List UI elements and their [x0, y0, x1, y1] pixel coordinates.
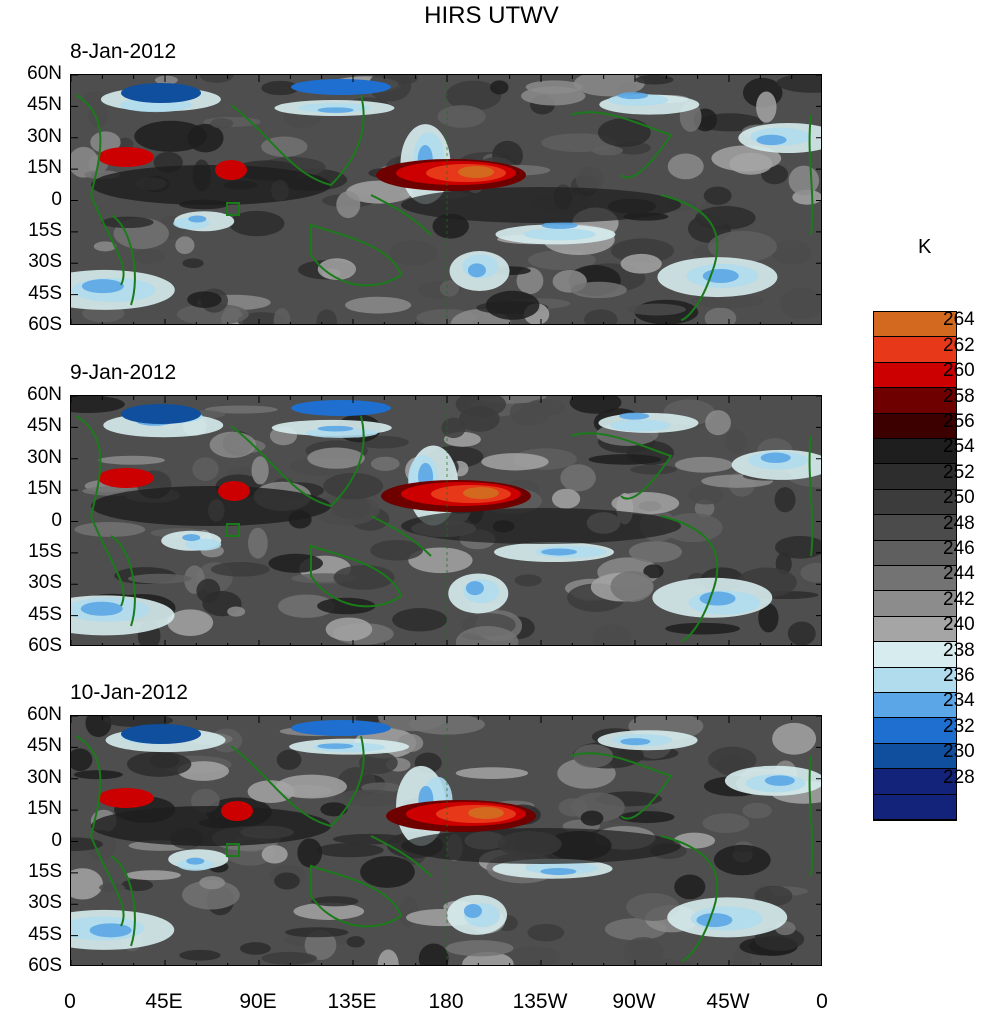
colorbar-level-label: 264: [943, 309, 975, 331]
lat-label: 15S: [28, 540, 62, 562]
colorbar-level-label: 262: [943, 334, 975, 356]
colorbar-level-label: 230: [943, 741, 975, 763]
lon-label: 135E: [327, 990, 377, 1013]
panel-1-date: 8-Jan-2012: [70, 40, 177, 63]
lat-label: 45N: [27, 415, 62, 437]
colorbar-level-label: 246: [943, 538, 975, 559]
lat-label: 60N: [27, 63, 62, 84]
colorbar-swatch: [874, 540, 956, 566]
colorbar-level-label: 228: [943, 766, 975, 788]
lat-label: 30S: [28, 892, 62, 914]
colorbar-level-label: 244: [943, 563, 975, 585]
lat-label: 45S: [28, 282, 62, 304]
lat-label: 30N: [27, 766, 62, 788]
map-field-3-svg: [71, 716, 821, 965]
colorbar-level-label: 250: [943, 487, 975, 509]
colorbar-swatch: [874, 667, 956, 693]
colorbar-swatch: [874, 794, 956, 820]
colorbar-level-label: 240: [943, 614, 975, 636]
panel-3-date: 10-Jan-2012: [70, 681, 188, 704]
lat-label: 60S: [28, 314, 62, 335]
lat-label: 60S: [28, 635, 62, 656]
colorbar-level-label: 248: [943, 512, 975, 534]
lon-label: 45E: [145, 990, 183, 1013]
colorbar-swatch: [874, 591, 956, 617]
colorbar-level-label: 242: [943, 588, 975, 610]
lat-label: 60S: [28, 955, 62, 976]
colorbar-swatch: [874, 718, 956, 744]
lat-label: 45S: [28, 603, 62, 625]
lon-label: 135W: [512, 990, 568, 1013]
colorbar-swatch: [874, 616, 956, 643]
colorbar-level-label: 256: [943, 411, 975, 432]
map-panel-3: [70, 715, 822, 966]
colorbar-level-label: 234: [943, 690, 975, 712]
colorbar-level-label: 232: [943, 715, 975, 737]
colorbar-swatch: [874, 489, 956, 516]
lat-label: 45N: [27, 735, 62, 757]
lat-label: 60N: [27, 704, 62, 725]
colorbar-level-label: 238: [943, 639, 975, 661]
colorbar-level-label: 254: [943, 436, 975, 458]
colorbar-unit: K: [918, 236, 932, 258]
colorbar-swatch: [874, 337, 956, 363]
lat-label: 0: [51, 188, 62, 210]
figure-title: HIRS UTWV: [424, 2, 559, 29]
map-panel-1: [70, 74, 822, 325]
lat-label: 15N: [27, 157, 62, 179]
lon-label: 0: [64, 990, 76, 1013]
colorbar-swatch: [874, 413, 956, 439]
lat-label: 45N: [27, 94, 62, 116]
lon-label: 0: [816, 990, 828, 1013]
colorbar-swatch: [874, 693, 956, 719]
map-field-2-svg: [71, 396, 821, 645]
colorbar-level-label: 260: [943, 360, 975, 382]
colorbar-swatch: [874, 769, 956, 795]
map-field-1-svg: [71, 75, 821, 324]
lat-label: 30S: [28, 251, 62, 273]
lat-label: 30S: [28, 572, 62, 594]
panel-2-date: 9-Jan-2012: [70, 361, 177, 384]
lat-label: 15N: [27, 798, 62, 820]
lat-label: 30N: [27, 125, 62, 147]
colorbar-swatch: [874, 439, 956, 465]
colorbar-swatch: [874, 312, 956, 338]
lat-label: 0: [51, 829, 62, 851]
colorbar-swatch: [874, 515, 956, 541]
lat-label: 15N: [27, 478, 62, 500]
colorbar-level-label: 252: [943, 461, 975, 483]
colorbar-swatch: [874, 566, 956, 592]
lat-label: 30N: [27, 446, 62, 468]
colorbar-swatch: [874, 362, 956, 389]
lat-label: 15S: [28, 219, 62, 241]
lat-label: 0: [51, 509, 62, 531]
lon-label: 90W: [612, 990, 656, 1013]
colorbar-level-label: 258: [943, 385, 975, 407]
colorbar-swatch: [874, 388, 956, 414]
lon-label: 180: [428, 990, 464, 1013]
lon-label: 45W: [706, 990, 750, 1013]
lat-label: 60N: [27, 384, 62, 405]
lon-label: 90E: [239, 990, 277, 1013]
lat-label: 15S: [28, 860, 62, 882]
map-panel-2: [70, 395, 822, 646]
colorbar-level-label: 236: [943, 665, 975, 686]
colorbar: [873, 311, 957, 821]
colorbar-swatch: [874, 642, 956, 668]
colorbar-swatch: [874, 464, 956, 490]
lat-label: 45S: [28, 923, 62, 945]
colorbar-swatch: [874, 743, 956, 770]
